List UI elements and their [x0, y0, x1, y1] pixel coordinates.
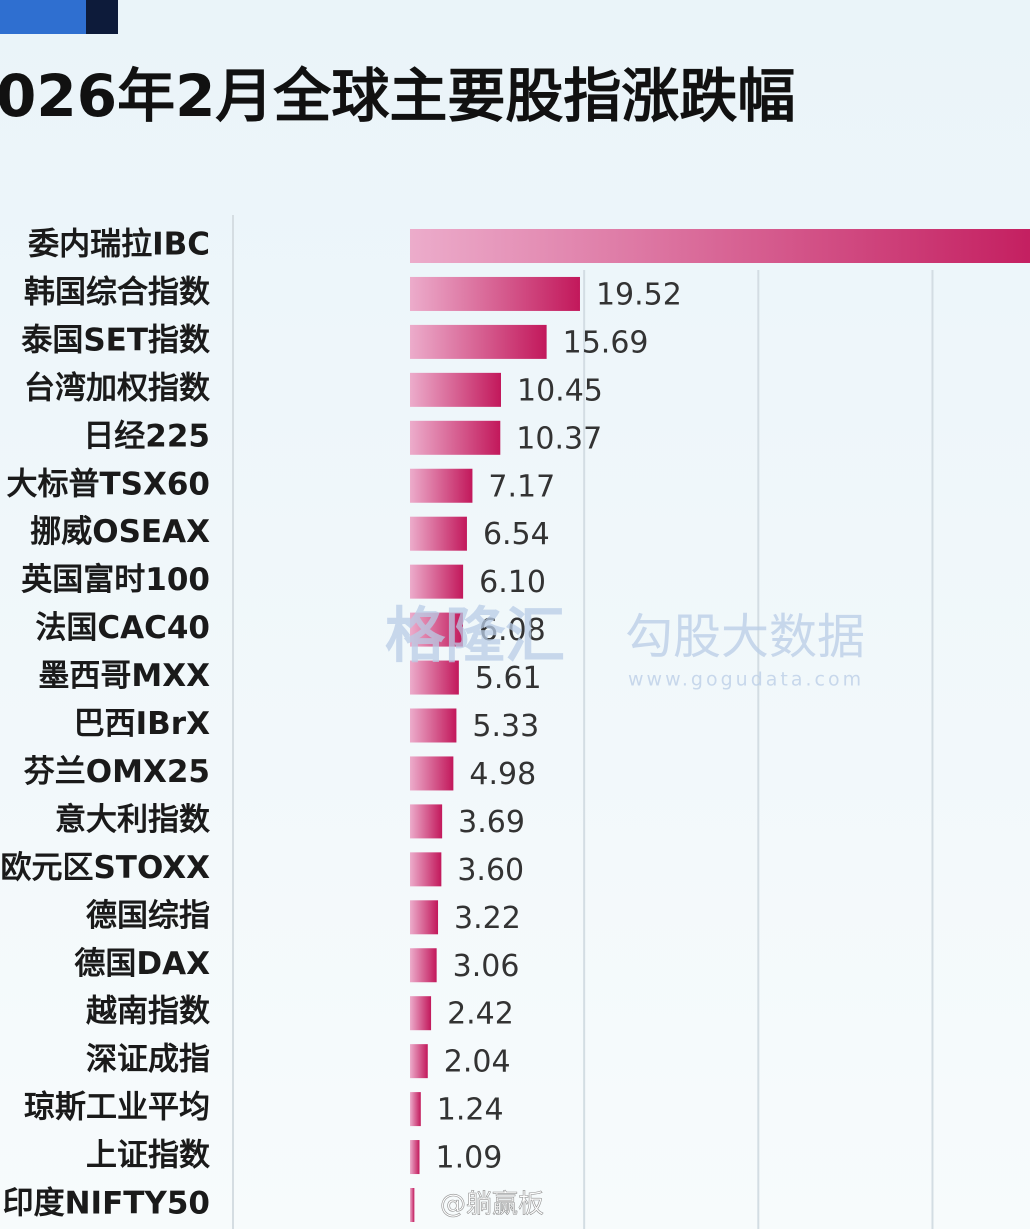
bar	[410, 324, 547, 359]
value-label: 6.54	[483, 517, 550, 552]
watermark-group: 格隆汇 勾股大数据 www.gogudata.com @躺赢板	[385, 602, 865, 1220]
y-tick-label: 德国DAX	[74, 946, 210, 982]
value-label: 4.98	[469, 757, 536, 792]
value-label: 5.33	[472, 709, 539, 744]
header-block	[86, 0, 118, 34]
bar	[410, 612, 463, 647]
y-tick-label: 琼斯工业平均	[24, 1090, 210, 1126]
watermark: 勾股大数据	[625, 609, 865, 665]
chart-title: 026年2月全球主要股指涨跌幅	[0, 62, 795, 130]
y-tick-label: 法国CAC40	[35, 610, 210, 646]
bar	[410, 804, 443, 839]
y-tick-label: 泰国SET指数	[21, 322, 210, 358]
bar	[410, 372, 501, 407]
bar	[410, 996, 432, 1031]
y-tick-label: 芬兰OMX25	[24, 754, 210, 790]
bar	[410, 948, 437, 983]
bar	[410, 900, 439, 935]
y-tick-label: 英国富时100	[21, 562, 210, 598]
y-tick-label: 意大利指数	[55, 802, 210, 838]
value-label: 5.61	[475, 661, 542, 696]
y-tick-label: 墨西哥MXX	[38, 658, 210, 694]
header-block	[0, 0, 86, 34]
value-label: 6.08	[479, 613, 546, 648]
value-label: 1.09	[435, 1141, 502, 1176]
y-tick-label: 台湾加权指数	[24, 370, 210, 406]
y-tick-label: 深证成指	[86, 1042, 210, 1078]
y-tick-label: 印度NIFTY50	[3, 1186, 210, 1222]
y-tick-label: 日经225	[83, 418, 210, 454]
value-label: 3.60	[457, 853, 524, 888]
watermark: www.gogudata.com	[628, 669, 864, 691]
bar	[410, 1188, 415, 1222]
value-label: 1.24	[437, 1093, 504, 1128]
y-tick-label: 上证指数	[86, 1138, 210, 1174]
bar	[410, 420, 501, 455]
y-tick-label: 德国综指	[86, 898, 210, 934]
bar	[410, 229, 1030, 263]
bar	[410, 756, 454, 791]
bar	[410, 852, 442, 887]
bar	[410, 276, 580, 311]
value-label: 7.17	[488, 469, 555, 504]
y-tick-label: 巴西IBrX	[74, 706, 210, 742]
bar	[410, 1092, 421, 1127]
value-label: 15.69	[563, 325, 649, 360]
y-tick-label: 越南指数	[86, 994, 210, 1030]
bar	[410, 468, 473, 503]
value-label: 3.22	[454, 901, 521, 936]
value-label: 2.42	[447, 997, 514, 1032]
value-label: 10.45	[517, 373, 603, 408]
bar	[410, 708, 457, 743]
bar	[410, 1140, 420, 1175]
y-tick-label: 韩国综合指数	[24, 274, 210, 310]
watermark: 格隆汇	[385, 602, 565, 672]
value-label: 19.52	[596, 277, 682, 312]
watermark: @躺赢板	[440, 1190, 544, 1220]
y-tick-label: 委内瑞拉IBC	[28, 227, 210, 263]
y-tick-label: 挪威OSEAX	[30, 514, 210, 550]
value-label: 3.06	[453, 949, 520, 984]
bar	[410, 516, 467, 551]
bar	[410, 1044, 428, 1079]
value-label: 6.10	[479, 565, 546, 600]
value-label: 3.69	[458, 805, 525, 840]
bar	[410, 564, 464, 599]
y-tick-label: 欧元区STOXX	[0, 850, 210, 886]
y-tick-label: 大标普TSX60	[6, 466, 210, 502]
value-label: 10.37	[516, 421, 602, 456]
value-label: 2.04	[444, 1045, 511, 1080]
bar	[410, 660, 459, 695]
